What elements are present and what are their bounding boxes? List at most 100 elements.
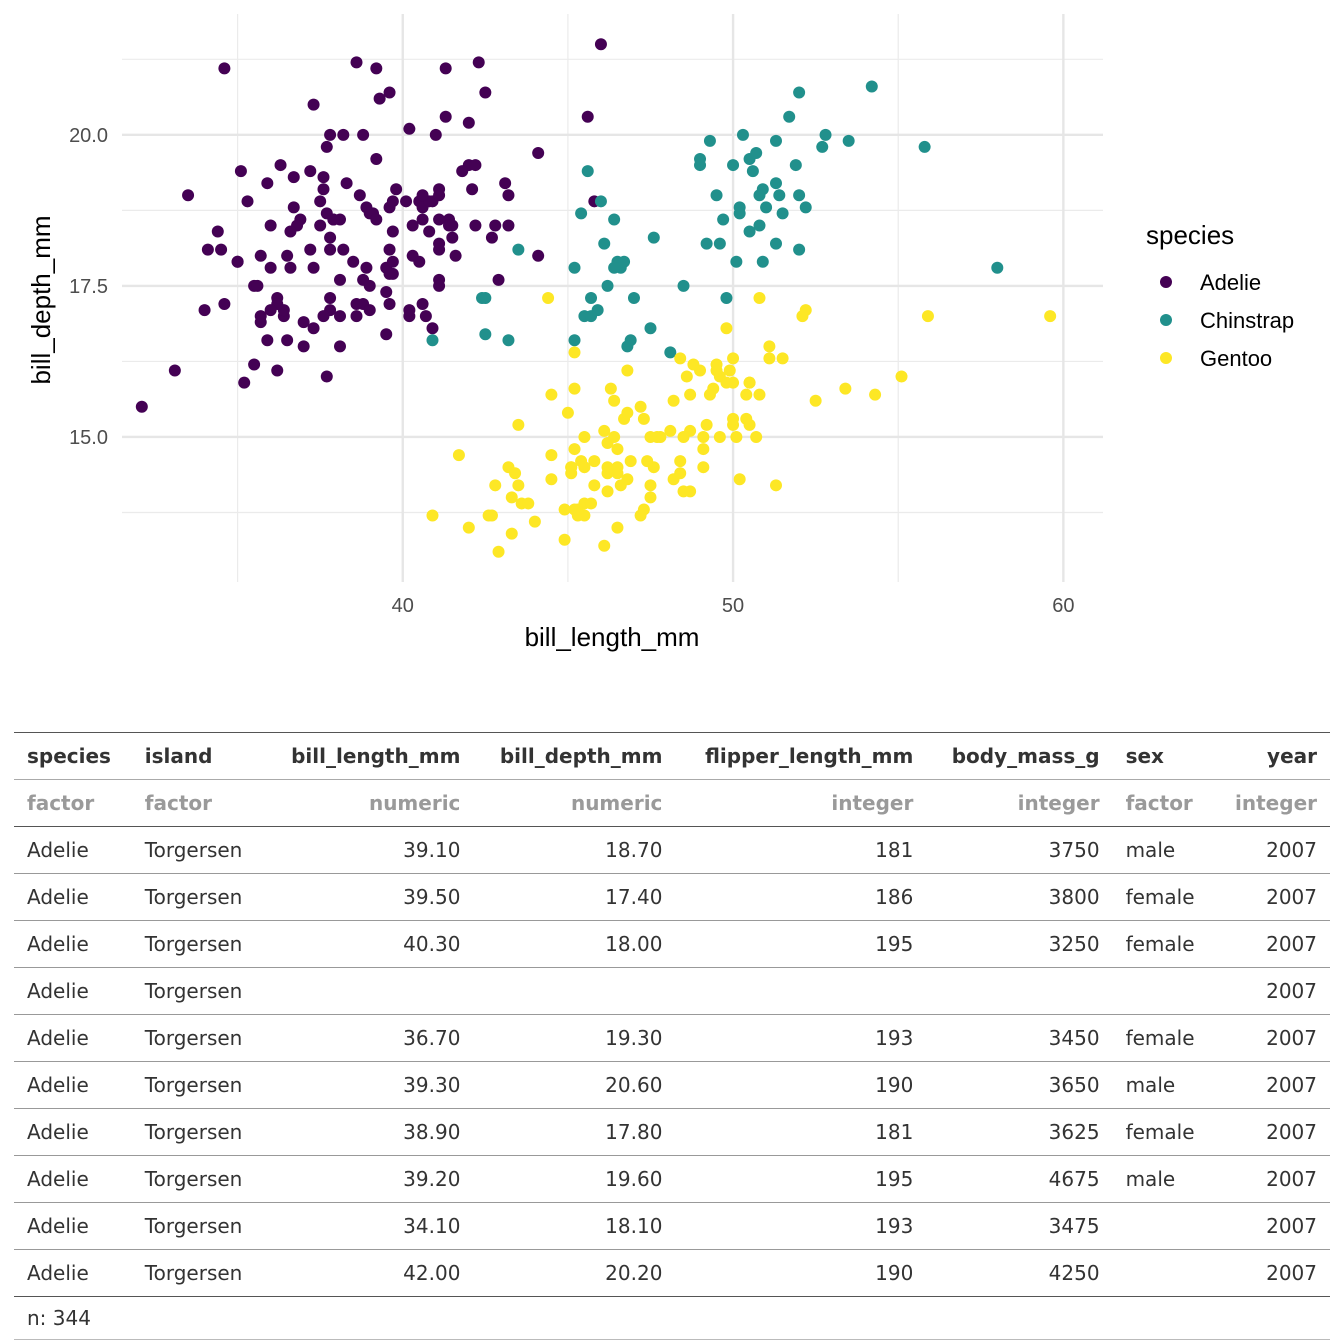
table-footer-row: n: 344 [14, 1296, 1330, 1340]
data-point [637, 412, 650, 425]
data-point [383, 298, 396, 311]
data-point [168, 364, 181, 377]
x-tick-label: 40 [392, 595, 414, 617]
table-cell: female [1112, 873, 1215, 921]
data-point [700, 237, 713, 250]
data-point [469, 219, 482, 232]
data-point [608, 394, 621, 407]
data-point [684, 388, 697, 401]
data-point [694, 153, 707, 166]
column-type: integer [1214, 779, 1330, 827]
data-point [641, 455, 654, 468]
table-cell: 2007 [1214, 826, 1330, 874]
data-point [314, 219, 327, 232]
table-cell: 181 [675, 1108, 927, 1156]
data-point [489, 479, 502, 492]
y-tick-label: 15.0 [69, 427, 108, 449]
table-cell: 4675 [926, 1155, 1113, 1203]
table-cell: 3475 [926, 1202, 1113, 1250]
table-cell: Adelie [14, 1249, 132, 1297]
table-cell: Adelie [14, 1155, 132, 1203]
data-point [449, 249, 462, 262]
data-points [135, 38, 1057, 558]
table-cell: 3650 [926, 1061, 1113, 1109]
table-cell: 2007 [1214, 1108, 1330, 1156]
table-cell: Torgersen [131, 826, 265, 874]
data-point [337, 243, 350, 256]
data-table: species island bill_length_mm bill_depth_mm… [14, 732, 1330, 1340]
data-point [324, 128, 337, 141]
data-point [568, 503, 581, 516]
table-cell: 195 [675, 920, 927, 968]
data-point [598, 424, 611, 437]
table-cell: 3250 [926, 920, 1113, 968]
data-point [479, 292, 492, 304]
table-cell: 3750 [926, 826, 1113, 874]
data-point [598, 237, 611, 250]
data-point [588, 455, 601, 468]
data-point [512, 418, 525, 431]
data-point [281, 249, 294, 262]
table-cell: 18.00 [473, 920, 676, 968]
data-point [760, 201, 773, 214]
data-point [697, 430, 710, 443]
data-point [324, 243, 337, 256]
table-cell: 193 [675, 1014, 927, 1062]
data-point [433, 213, 446, 226]
table-cell: 2007 [1214, 873, 1330, 921]
data-point [608, 213, 621, 226]
data-point [809, 394, 822, 407]
data-point [472, 56, 485, 69]
table-cell [264, 967, 474, 1015]
data-point [499, 177, 512, 190]
table-cell: 19.60 [473, 1155, 676, 1203]
table-cell: Adelie [14, 967, 132, 1015]
table-cell: male [1112, 1155, 1215, 1203]
data-point [730, 255, 743, 268]
data-point [416, 189, 429, 202]
data-point [799, 304, 812, 317]
column-type: factor [1112, 779, 1215, 827]
data-point [770, 479, 782, 492]
data-point [505, 491, 518, 504]
grid-lines [122, 14, 1103, 582]
data-point [991, 261, 1004, 274]
data-point [733, 207, 746, 220]
column-type: factor [131, 779, 265, 827]
data-point [456, 165, 469, 178]
data-point [297, 316, 310, 329]
table-cell [1112, 1249, 1215, 1297]
table-row: Adelie Torgersen 39.50 17.40 186 3800 female 20… [14, 873, 1330, 921]
table-body: Adelie Torgersen 39.10 18.70 181 3750 male 2007… [14, 826, 1330, 1297]
data-point [386, 267, 399, 280]
data-point [350, 310, 363, 323]
data-point [370, 62, 383, 75]
data-point [594, 195, 607, 208]
table-cell: 2007 [1214, 920, 1330, 968]
data-point [271, 364, 284, 377]
table-cell: 20.60 [473, 1061, 676, 1109]
data-point [568, 261, 581, 274]
column-header: bill_length_mm [264, 732, 474, 780]
data-point [624, 455, 637, 468]
data-point [542, 292, 555, 304]
table-cell: 3450 [926, 1014, 1113, 1062]
data-point [403, 122, 416, 135]
table-type-row: factor factor numeric numeric integer integer… [14, 779, 1330, 827]
data-point [528, 515, 541, 528]
table-cell: 20.20 [473, 1249, 676, 1297]
data-point [317, 310, 330, 323]
data-point [743, 225, 756, 238]
data-point [743, 376, 756, 389]
data-point [674, 455, 687, 468]
column-header: flipper_length_mm [675, 732, 927, 780]
data-point [264, 304, 277, 317]
table-cell: Adelie [14, 1202, 132, 1250]
data-point [568, 443, 581, 456]
data-point [601, 467, 614, 480]
legend-key [1160, 276, 1172, 288]
column-header: island [131, 732, 265, 780]
data-point [713, 430, 726, 443]
data-point [720, 292, 733, 304]
table-cell: 18.70 [473, 826, 676, 874]
